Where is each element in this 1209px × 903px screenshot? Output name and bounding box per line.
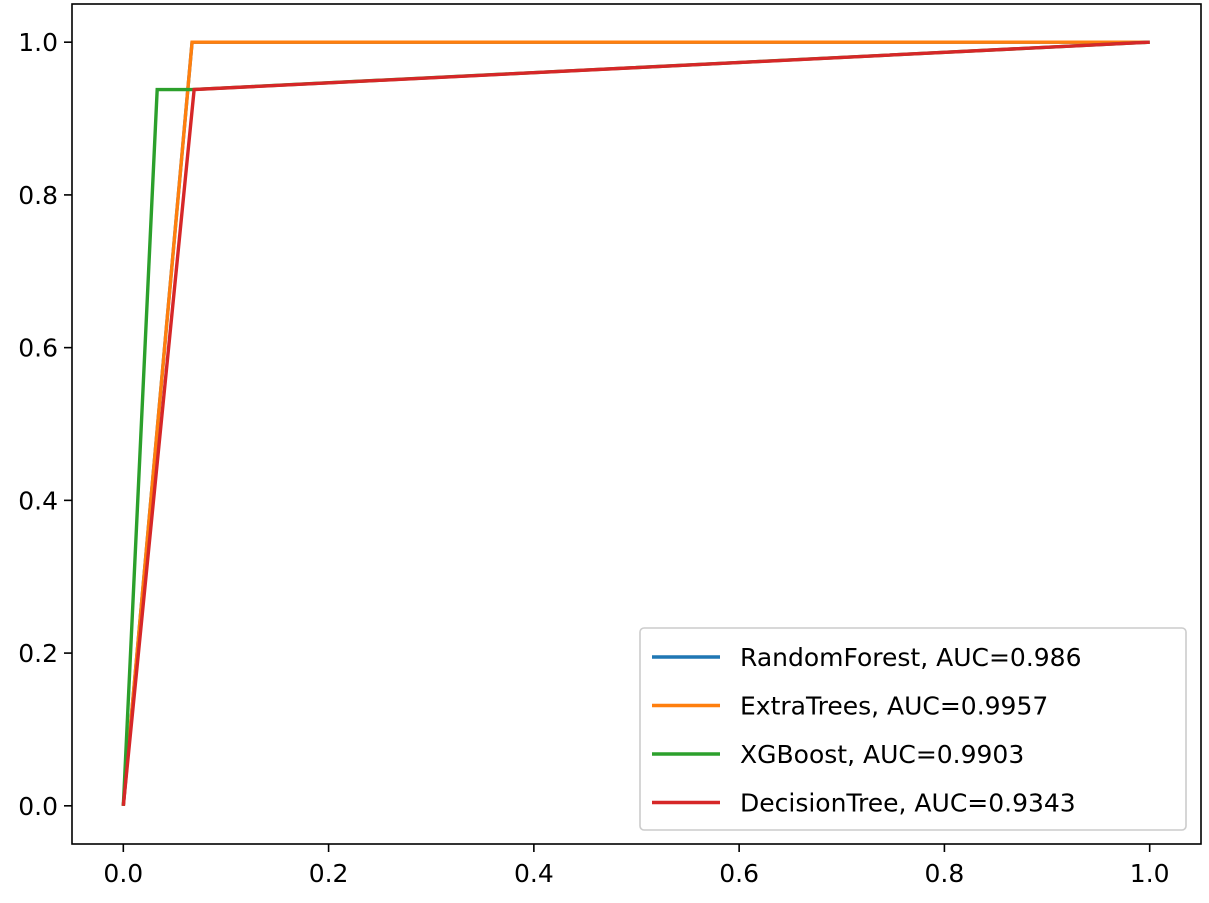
x-tick-label: 0.2	[309, 859, 349, 888]
y-tick-label: 0.8	[18, 181, 58, 210]
legend-label: ExtraTrees, AUC=0.9957	[740, 692, 1048, 721]
x-tick-label: 0.0	[103, 859, 143, 888]
y-tick-label: 0.6	[18, 334, 58, 363]
lines-layer	[121, 40, 1150, 806]
legend: RandomForest, AUC=0.986 ExtraTrees, AUC=0…	[639, 627, 1187, 831]
legend-label: DecisionTree, AUC=0.9343	[740, 789, 1076, 818]
series-line-1	[121, 40, 1150, 806]
legend-label: XGBoost, AUC=0.9903	[740, 740, 1024, 769]
y-tick-label: 0.2	[18, 639, 58, 668]
x-tick-label: 1.0	[1130, 859, 1170, 888]
x-tick-label: 0.8	[925, 859, 965, 888]
y-tick-label: 0.4	[18, 486, 58, 515]
series-line-3	[121, 40, 1150, 806]
y-tick-label: 0.0	[18, 792, 58, 821]
y-tick-label: 1.0	[18, 28, 58, 57]
ticks-layer: 0.0 0.2 0.4 0.6 0.8 1.0 0.0 0.2 0.4 0.6 0.8 1.0	[18, 28, 1169, 888]
legend-box	[639, 627, 1187, 831]
legend-label: RandomForest, AUC=0.986	[740, 643, 1082, 672]
x-tick-label: 0.6	[719, 859, 759, 888]
x-tick-label: 0.4	[514, 859, 554, 888]
plot-frame	[71, 3, 1202, 845]
